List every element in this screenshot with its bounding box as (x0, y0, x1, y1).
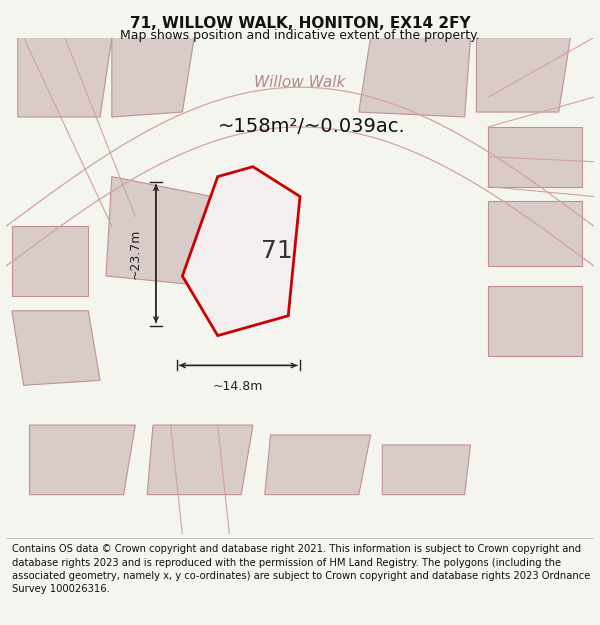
Polygon shape (29, 425, 136, 494)
Text: 71, WILLOW WALK, HONITON, EX14 2FY: 71, WILLOW WALK, HONITON, EX14 2FY (130, 16, 470, 31)
Polygon shape (112, 38, 194, 117)
Polygon shape (382, 445, 470, 494)
Polygon shape (359, 38, 470, 117)
Polygon shape (265, 435, 371, 494)
Polygon shape (18, 38, 112, 117)
Polygon shape (488, 201, 582, 266)
Polygon shape (12, 226, 88, 296)
Text: ~14.8m: ~14.8m (213, 381, 263, 393)
Text: Map shows position and indicative extent of the property.: Map shows position and indicative extent… (120, 29, 480, 42)
Polygon shape (182, 167, 300, 336)
Text: 71: 71 (260, 239, 292, 263)
Polygon shape (106, 177, 212, 286)
Polygon shape (476, 38, 571, 112)
Polygon shape (147, 425, 253, 494)
Text: Willow Walk: Willow Walk (254, 75, 346, 90)
Polygon shape (12, 311, 100, 385)
Text: ~23.7m: ~23.7m (128, 229, 141, 279)
Polygon shape (488, 286, 582, 356)
Polygon shape (488, 127, 582, 186)
Text: ~158m²/~0.039ac.: ~158m²/~0.039ac. (218, 118, 406, 136)
Text: Contains OS data © Crown copyright and database right 2021. This information is : Contains OS data © Crown copyright and d… (12, 544, 590, 594)
